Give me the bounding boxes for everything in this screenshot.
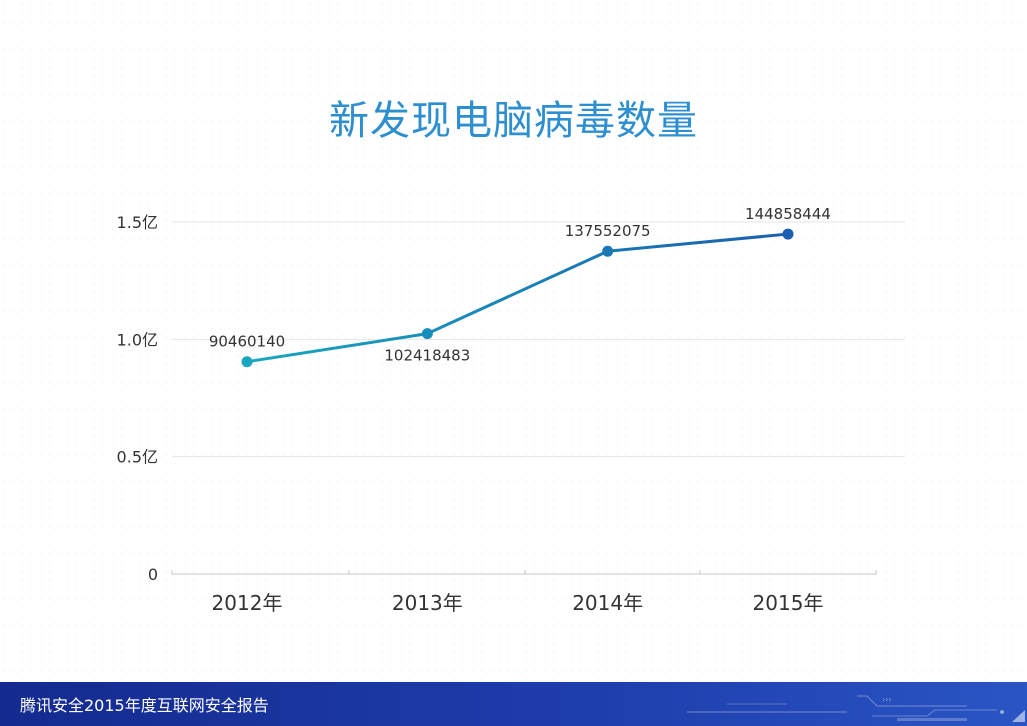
data-point — [421, 328, 433, 340]
y-tick-label: 0 — [148, 565, 158, 584]
data-point — [241, 356, 253, 368]
background-pattern — [0, 0, 1027, 682]
footer-report-title: 腾讯安全2015年度互联网安全报告 — [20, 696, 269, 715]
data-label: 102418483 — [384, 347, 470, 365]
footer-bar: 腾讯安全2015年度互联网安全报告 ››› — [0, 682, 1027, 726]
svg-text:›››: ››› — [882, 695, 892, 704]
x-axis — [171, 570, 877, 575]
line-chart: 0 0.5亿 1.0亿 1.5亿 2012年 2013年 2014年 2015年 90460… — [117, 205, 905, 615]
y-tick-labels: 0 0.5亿 1.0亿 1.5亿 — [117, 213, 158, 584]
x-tick-label: 2012年 — [212, 591, 283, 615]
data-point — [782, 228, 794, 240]
x-tick-label: 2014年 — [572, 591, 643, 615]
grid-lines — [172, 221, 905, 458]
data-points — [241, 228, 794, 368]
data-point — [602, 245, 614, 257]
footer-decoration: ››› — [687, 695, 1025, 722]
y-tick-label: 0.5亿 — [117, 448, 158, 467]
x-tick-label: 2013年 — [392, 591, 463, 615]
data-label: 144858444 — [745, 205, 831, 223]
chart-title: 新发现电脑病毒数量 — [329, 98, 698, 144]
series-line-path — [246, 232, 789, 364]
data-labels: 90460140 102418483 137552075 144858444 — [209, 205, 831, 365]
y-tick-label: 1.5亿 — [117, 213, 158, 232]
series-line — [246, 232, 789, 364]
x-tick-label: 2015年 — [753, 591, 824, 615]
x-tick-labels: 2012年 2013年 2014年 2015年 — [212, 591, 824, 615]
data-label: 90460140 — [209, 333, 285, 351]
data-label: 137552075 — [565, 222, 651, 240]
y-tick-label: 1.0亿 — [117, 330, 158, 349]
